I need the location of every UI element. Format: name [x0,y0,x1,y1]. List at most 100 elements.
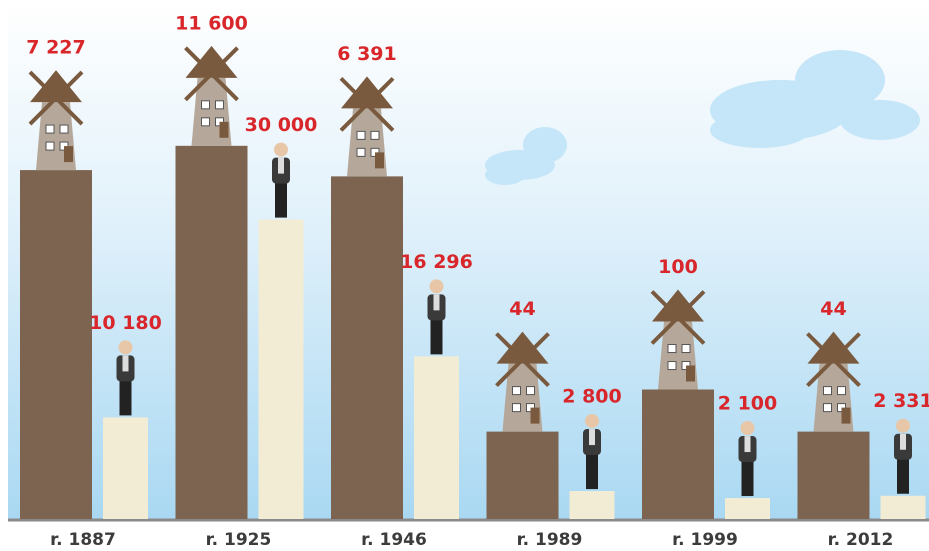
head [429,279,444,294]
blade [339,76,369,106]
data-label: 6 391 [337,43,397,65]
window [823,403,832,413]
window [201,117,210,127]
windmill-icon [495,331,550,432]
window [512,386,521,396]
cloud [485,127,567,185]
blade [54,70,84,100]
person-icon [427,279,446,355]
head [118,340,133,355]
blade [650,290,680,319]
data-label: 2 331 [873,390,929,412]
windmill-icon [650,289,706,390]
legs [897,457,909,494]
blade [521,358,550,388]
window [370,130,380,140]
blade [495,332,524,362]
windmill-roof [341,76,393,109]
bar [103,417,148,519]
window [837,386,846,396]
blade [365,76,395,106]
window [512,403,521,413]
data-label: 44 [509,298,535,320]
window [356,130,366,140]
door [841,407,851,424]
shirt [900,433,906,450]
blade [28,70,58,100]
blade [806,358,835,388]
door [375,152,384,169]
person-icon [583,414,601,490]
person-icon [738,421,757,497]
x-tick-label: r. 2012 [828,530,894,550]
blade [210,72,239,102]
bar [486,431,559,519]
x-tick-label: r. 1999 [672,530,738,550]
bar [569,491,615,519]
data-label: 44 [820,298,846,320]
window [201,100,210,110]
cloud [710,50,920,148]
blade [339,102,369,132]
legs [275,181,287,218]
blade [832,358,861,388]
shirt [744,436,751,453]
x-tick-label: r. 1925 [206,530,272,550]
blade [365,102,395,132]
bar [880,495,926,519]
blade [210,46,239,76]
window [59,124,69,134]
head [740,421,755,436]
window [667,361,677,371]
head [274,142,288,157]
window [823,386,832,396]
blade [650,316,680,345]
blade [184,46,213,76]
x-tick-label: r. 1946 [361,530,427,550]
shirt [278,157,284,174]
windmill-icon [28,70,84,171]
door [686,365,695,382]
window [681,344,691,354]
door [64,146,73,163]
windmill-roof [652,289,704,322]
data-label: 16 296 [400,251,473,273]
data-label: 30 000 [245,114,318,136]
data-label: 7 227 [26,37,86,59]
bar [331,176,403,519]
window [45,124,55,134]
windmill-icon [806,331,861,432]
legs [119,379,132,416]
person-icon [272,142,290,218]
bar [414,356,459,519]
window [356,147,366,157]
door [219,121,229,138]
data-label: 11 600 [175,12,248,34]
bar [725,498,770,519]
head [896,418,910,433]
blade [832,332,861,362]
windmill-icon [184,45,239,146]
person-icon [116,340,135,416]
legs [586,453,598,490]
data-label: 10 180 [89,312,162,334]
x-tick-label: r. 1989 [517,530,583,550]
data-label: 100 [658,256,698,278]
door [530,407,540,424]
shirt [433,294,440,311]
windmill-roof [30,70,82,103]
shirt [589,429,595,446]
blade [676,316,706,345]
shirt [122,355,129,372]
blade [521,332,550,362]
windmill-roof [496,331,549,364]
window [526,386,535,396]
blade [495,358,524,388]
legs [741,460,754,497]
bar [642,389,714,519]
blade [806,332,835,362]
window [667,344,677,354]
windmill-roof [185,45,238,78]
blade [676,290,706,319]
